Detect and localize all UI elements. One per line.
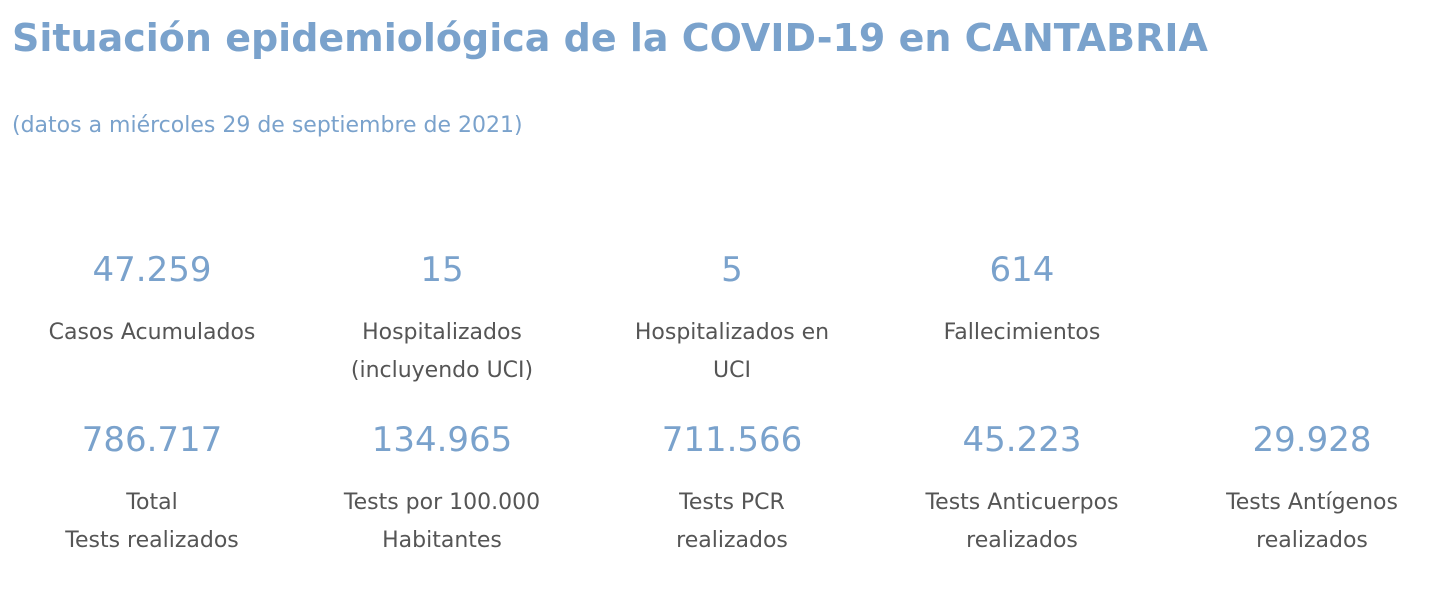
stat-value: 47.259: [92, 250, 212, 290]
stat-value: 134.965: [371, 420, 513, 460]
stat-label-line: Hospitalizados: [362, 320, 522, 345]
stat-value: 786.717: [81, 420, 223, 460]
stat-hospitalizados-uci: 5 Hospitalizados en UCI: [587, 248, 877, 390]
data-date-subtitle: (datos a miércoles 29 de septiembre de 2…: [12, 113, 523, 138]
stat-value: 711.566: [661, 420, 803, 460]
stat-label: Hospitalizados en UCI: [587, 314, 877, 390]
stats-row-cases: 47.259 Casos Acumulados 15 Hospitalizado…: [7, 248, 1167, 390]
stat-label: Tests Antígenos realizados: [1167, 484, 1436, 560]
stat-label-line: realizados: [966, 528, 1078, 553]
stat-label-line: UCI: [713, 358, 751, 383]
page-title: Situación epidemiológica de la COVID-19 …: [12, 16, 1208, 60]
stat-label-line: realizados: [676, 528, 788, 553]
stat-value: 29.928: [1252, 420, 1372, 460]
stat-label: Total Tests realizados: [7, 484, 297, 560]
stat-fallecimientos: 614 Fallecimientos: [877, 248, 1167, 390]
stat-value: 45.223: [962, 420, 1082, 460]
stat-label-line: realizados: [1256, 528, 1368, 553]
stat-label-line: Tests por 100.000: [343, 490, 541, 515]
stat-hospitalizados: 15 Hospitalizados (incluyendo UCI): [297, 248, 587, 390]
stat-label-line: Tests PCR: [679, 490, 785, 515]
stat-label-line: Tests Antígenos: [1226, 490, 1398, 515]
stat-label: Tests por 100.000 Habitantes: [297, 484, 587, 560]
stat-label-line: Tests realizados: [65, 528, 239, 553]
stat-label-line: (incluyendo UCI): [350, 358, 534, 383]
stat-label: Hospitalizados (incluyendo UCI): [297, 314, 587, 390]
stat-label-line: Casos Acumulados: [48, 320, 256, 345]
stat-value: 614: [989, 250, 1055, 290]
stat-label: Fallecimientos: [877, 314, 1167, 352]
stat-label: Tests Anticuerpos realizados: [877, 484, 1167, 560]
stat-total-tests: 786.717 Total Tests realizados: [7, 418, 297, 560]
stat-value: 15: [420, 250, 464, 290]
stat-tests-antigenos: 29.928 Tests Antígenos realizados: [1167, 418, 1436, 560]
stat-tests-anticuerpos: 45.223 Tests Anticuerpos realizados: [877, 418, 1167, 560]
stat-tests-pcr: 711.566 Tests PCR realizados: [587, 418, 877, 560]
stat-label-line: Hospitalizados en: [634, 320, 830, 345]
stat-label-line: Tests Anticuerpos: [925, 490, 1119, 515]
stat-value: 5: [721, 250, 743, 290]
stat-label-line: Total: [126, 490, 178, 515]
stat-label-line: Fallecimientos: [943, 320, 1101, 345]
stat-tests-per-100k: 134.965 Tests por 100.000 Habitantes: [297, 418, 587, 560]
stat-casos-acumulados: 47.259 Casos Acumulados: [7, 248, 297, 390]
stat-label: Casos Acumulados: [7, 314, 297, 352]
stat-label: Tests PCR realizados: [587, 484, 877, 560]
stat-label-line: Habitantes: [382, 528, 502, 553]
stats-row-tests: 786.717 Total Tests realizados 134.965 T…: [7, 418, 1436, 560]
